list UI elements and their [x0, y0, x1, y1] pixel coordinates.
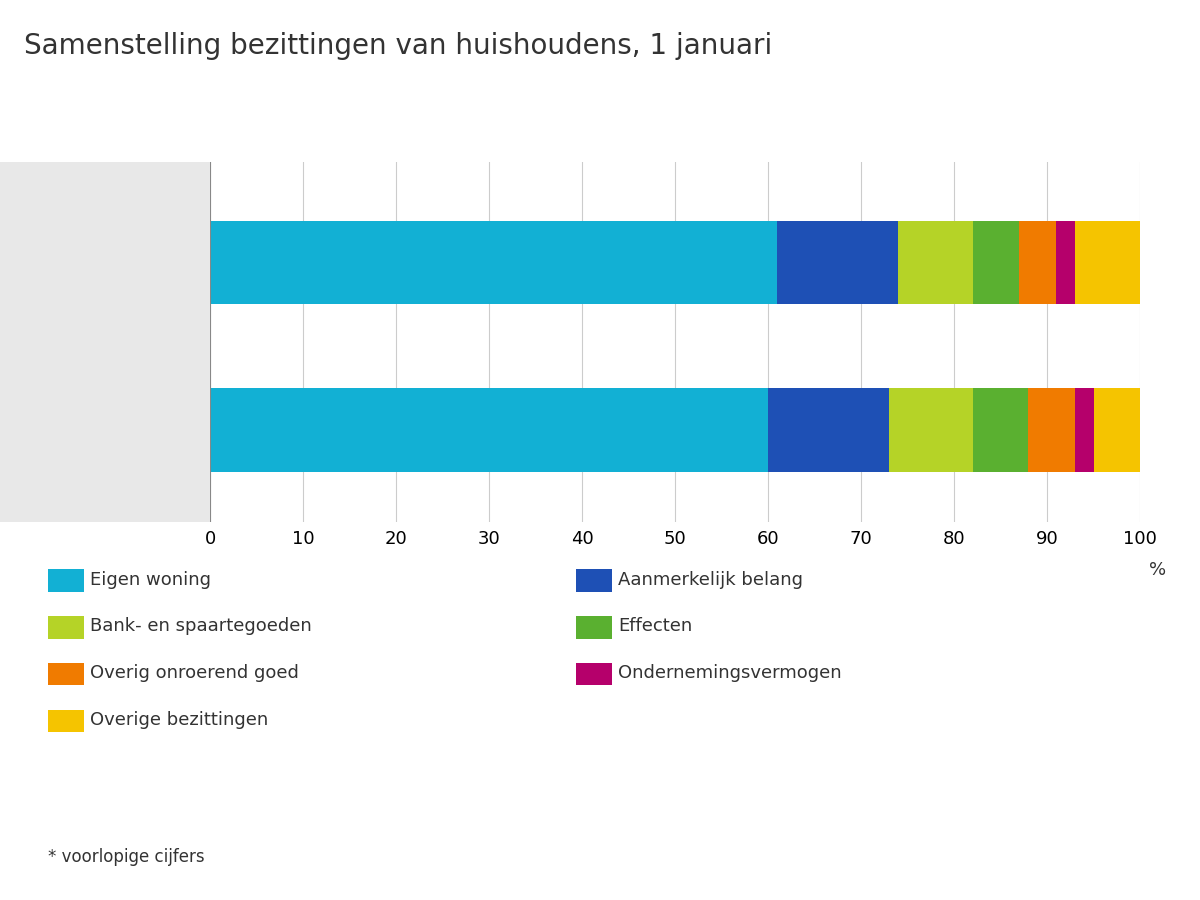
Bar	[210, 220, 778, 304]
Bar	[768, 388, 889, 472]
Text: Ondernemingsvermogen: Ondernemingsvermogen	[618, 664, 841, 682]
Bar	[1019, 220, 1056, 304]
Text: Eigen woning: Eigen woning	[90, 571, 211, 589]
Text: Bank- en spaartegoeden: Bank- en spaartegoeden	[90, 617, 312, 635]
Text: %: %	[1150, 561, 1166, 579]
Text: Effecten: Effecten	[618, 617, 692, 635]
Bar	[1028, 388, 1075, 472]
Bar	[973, 388, 1028, 472]
Text: * voorlopige cijfers: * voorlopige cijfers	[48, 848, 205, 866]
Bar	[210, 388, 768, 472]
Text: Samenstelling bezittingen van huishoudens, 1 januari: Samenstelling bezittingen van huishouden…	[24, 32, 773, 59]
Bar	[1056, 220, 1075, 304]
Text: Overige bezittingen: Overige bezittingen	[90, 711, 269, 729]
Bar	[889, 388, 973, 472]
Bar	[898, 220, 973, 304]
Bar	[1075, 388, 1093, 472]
Text: Overig onroerend goed: Overig onroerend goed	[90, 664, 299, 682]
Bar	[973, 220, 1019, 304]
Text: Aanmerkelijk belang: Aanmerkelijk belang	[618, 571, 803, 589]
Bar	[1075, 220, 1140, 304]
Bar	[778, 220, 898, 304]
Bar	[1093, 388, 1140, 472]
